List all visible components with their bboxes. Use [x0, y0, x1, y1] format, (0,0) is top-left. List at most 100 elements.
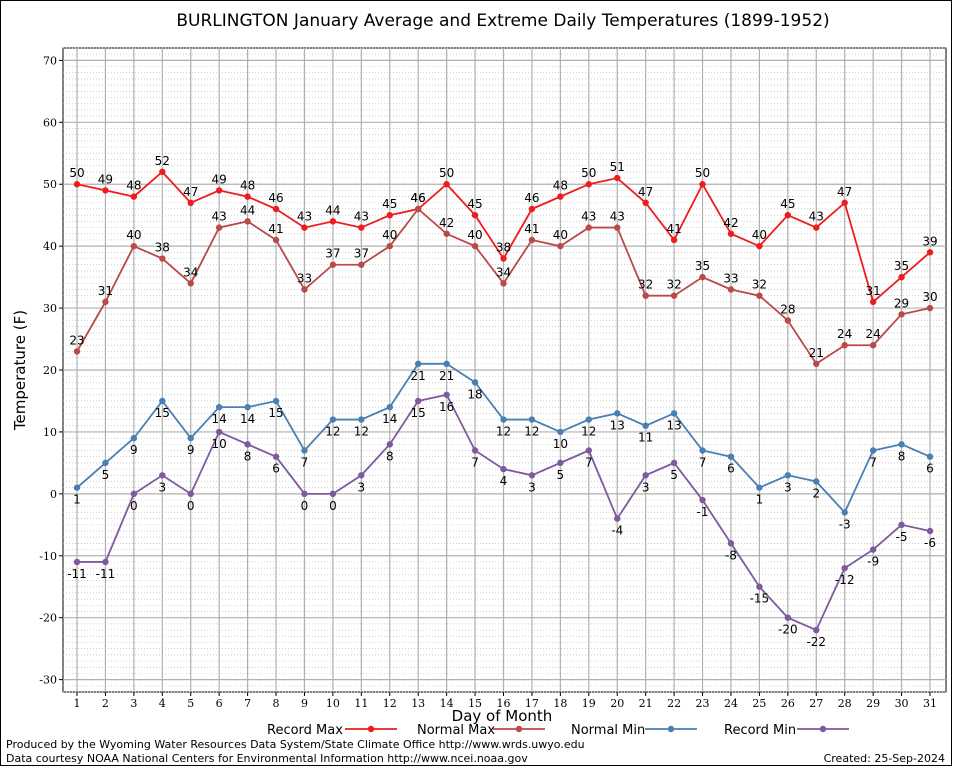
- data-label-normal-min: 7: [869, 456, 877, 470]
- x-tick-label: 19: [582, 697, 596, 710]
- data-label-normal-max: 40: [467, 228, 482, 242]
- data-label-normal-max: 40: [126, 228, 141, 242]
- data-point-normal-min: [102, 459, 109, 467]
- data-point-record-max: [130, 193, 138, 200]
- legend-marker-record-min: [819, 725, 827, 733]
- data-point-normal-max: [841, 342, 848, 349]
- data-point-normal-min: [841, 509, 848, 516]
- data-label-record-min: -4: [611, 524, 623, 538]
- data-label-record-max: 49: [98, 172, 113, 186]
- x-tick-label: 3: [130, 697, 137, 710]
- x-tick-label: 5: [187, 697, 194, 710]
- data-label-record-min: 8: [386, 449, 394, 463]
- data-point-record-max: [642, 199, 649, 207]
- data-label-normal-min: 13: [610, 418, 625, 432]
- y-tick-label: 70: [43, 54, 57, 67]
- data-point-record-max: [272, 205, 280, 213]
- data-point-normal-min: [272, 397, 280, 405]
- data-point-record-max: [215, 187, 223, 194]
- data-label-record-min: -8: [725, 548, 737, 562]
- x-tick-label: 7: [244, 697, 251, 710]
- y-tick-label: 50: [43, 178, 57, 191]
- data-point-normal-max: [784, 317, 792, 324]
- x-tick-label: 26: [781, 697, 795, 710]
- data-point-normal-max: [187, 280, 194, 287]
- data-label-record-max: 44: [325, 203, 340, 217]
- data-point-record-max: [557, 193, 564, 200]
- data-point-record-max: [727, 230, 735, 237]
- footer-source: Data courtesy NOAA National Centers for …: [6, 752, 528, 765]
- data-label-record-max: 50: [581, 166, 596, 180]
- data-point-record-min: [415, 397, 422, 405]
- data-label-record-max: 43: [297, 210, 312, 224]
- data-point-record-max: [471, 211, 479, 219]
- data-label-normal-max: 31: [98, 284, 113, 298]
- data-label-normal-min: 7: [301, 456, 309, 470]
- data-point-normal-min: [699, 447, 706, 454]
- data-label-normal-min: 6: [926, 462, 934, 476]
- data-point-normal-max: [301, 286, 308, 293]
- data-point-record-min: [614, 515, 621, 522]
- x-tick-label: 21: [639, 697, 653, 710]
- data-point-normal-min: [869, 447, 877, 454]
- data-point-normal-max: [102, 298, 109, 306]
- data-point-normal-max: [642, 292, 649, 299]
- y-tick-label: 10: [43, 426, 57, 439]
- legend-marker-normal-min: [667, 725, 675, 733]
- data-point-normal-min: [727, 453, 735, 460]
- data-point-record-min: [727, 540, 735, 547]
- x-tick-label: 14: [440, 697, 454, 710]
- data-label-record-min: -11: [67, 567, 87, 581]
- x-tick-label: 13: [411, 697, 425, 710]
- data-point-normal-min: [557, 428, 564, 436]
- data-label-record-max: 41: [666, 222, 681, 236]
- data-label-normal-min: 21: [439, 369, 454, 383]
- data-label-record-max: 50: [439, 166, 454, 180]
- x-tick-label: 15: [468, 697, 482, 710]
- data-point-normal-max: [869, 342, 877, 349]
- data-label-normal-min: 14: [382, 412, 397, 426]
- data-label-normal-max: 35: [695, 259, 710, 273]
- data-point-normal-min: [614, 410, 621, 417]
- data-point-record-max: [813, 224, 820, 231]
- data-point-normal-max: [585, 224, 592, 231]
- chart-title: BURLINGTON January Average and Extreme D…: [176, 11, 829, 31]
- data-point-record-max: [528, 205, 536, 213]
- data-point-normal-min: [386, 403, 393, 411]
- data-label-normal-max: 44: [240, 203, 255, 217]
- data-point-record-max: [301, 224, 308, 231]
- data-point-normal-max: [813, 360, 820, 368]
- x-tick-label: 9: [301, 697, 308, 710]
- y-axis-label: Temperature (F): [11, 310, 29, 431]
- data-label-record-max: 48: [240, 179, 255, 193]
- x-tick-label: 22: [667, 697, 681, 710]
- y-tick-label: 60: [43, 116, 57, 129]
- data-point-record-max: [869, 298, 877, 306]
- data-point-normal-min: [301, 447, 308, 454]
- x-tick-label: 18: [553, 697, 567, 710]
- data-point-record-min: [358, 472, 365, 479]
- data-label-record-max: 47: [183, 185, 198, 199]
- data-label-record-max: 48: [126, 179, 141, 193]
- footer-producer: Produced by the Wyoming Water Resources …: [6, 738, 585, 751]
- data-label-normal-max: 33: [297, 272, 312, 286]
- y-tick-label: 40: [43, 240, 57, 253]
- data-label-normal-min: 3: [784, 480, 792, 494]
- data-point-record-max: [244, 193, 251, 200]
- data-point-record-min: [386, 441, 393, 448]
- data-label-record-min: 15: [411, 406, 426, 420]
- data-label-record-min: -6: [924, 536, 936, 550]
- data-label-normal-min: 1: [756, 493, 764, 507]
- x-tick-label: 12: [383, 697, 397, 710]
- data-point-normal-min: [73, 484, 81, 491]
- data-label-record-max: 40: [752, 228, 767, 242]
- data-label-normal-min: 21: [411, 369, 426, 383]
- data-point-normal-max: [386, 242, 393, 250]
- series-record-max: 50 49 48 52 47 49 48 46 43 44 43 45 46 50 45 38 46 48 50 51…: [69, 154, 938, 306]
- data-point-record-min: [841, 564, 848, 572]
- data-point-normal-min: [926, 453, 934, 460]
- data-label-normal-max: 24: [865, 327, 880, 341]
- x-tick-label: 29: [866, 697, 880, 710]
- data-label-normal-min: 5: [102, 468, 110, 482]
- x-tick-label: 20: [610, 697, 624, 710]
